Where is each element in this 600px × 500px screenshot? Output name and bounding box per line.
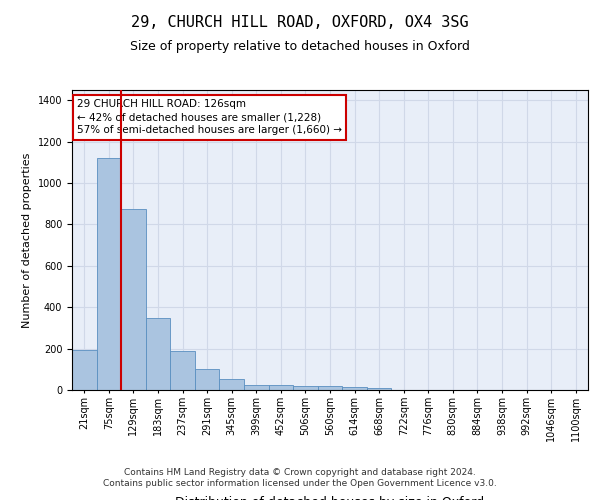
Bar bbox=[244, 385, 269, 390]
Bar bbox=[367, 388, 391, 390]
Text: 29 CHURCH HILL ROAD: 126sqm
← 42% of detached houses are smaller (1,228)
57% of : 29 CHURCH HILL ROAD: 126sqm ← 42% of det… bbox=[77, 99, 342, 136]
Text: 29, CHURCH HILL ROAD, OXFORD, OX4 3SG: 29, CHURCH HILL ROAD, OXFORD, OX4 3SG bbox=[131, 15, 469, 30]
Y-axis label: Number of detached properties: Number of detached properties bbox=[22, 152, 32, 328]
Text: Contains HM Land Registry data © Crown copyright and database right 2024.
Contai: Contains HM Land Registry data © Crown c… bbox=[103, 468, 497, 487]
Bar bbox=[195, 370, 220, 390]
Bar bbox=[72, 350, 97, 390]
Bar bbox=[342, 387, 367, 390]
Bar bbox=[220, 378, 244, 390]
Bar bbox=[146, 318, 170, 390]
Bar bbox=[318, 386, 342, 390]
Bar bbox=[97, 158, 121, 390]
Bar bbox=[293, 386, 318, 390]
Bar bbox=[269, 385, 293, 390]
X-axis label: Distribution of detached houses by size in Oxford: Distribution of detached houses by size … bbox=[175, 496, 485, 500]
Bar bbox=[121, 209, 146, 390]
Bar bbox=[170, 350, 195, 390]
Text: Size of property relative to detached houses in Oxford: Size of property relative to detached ho… bbox=[130, 40, 470, 53]
